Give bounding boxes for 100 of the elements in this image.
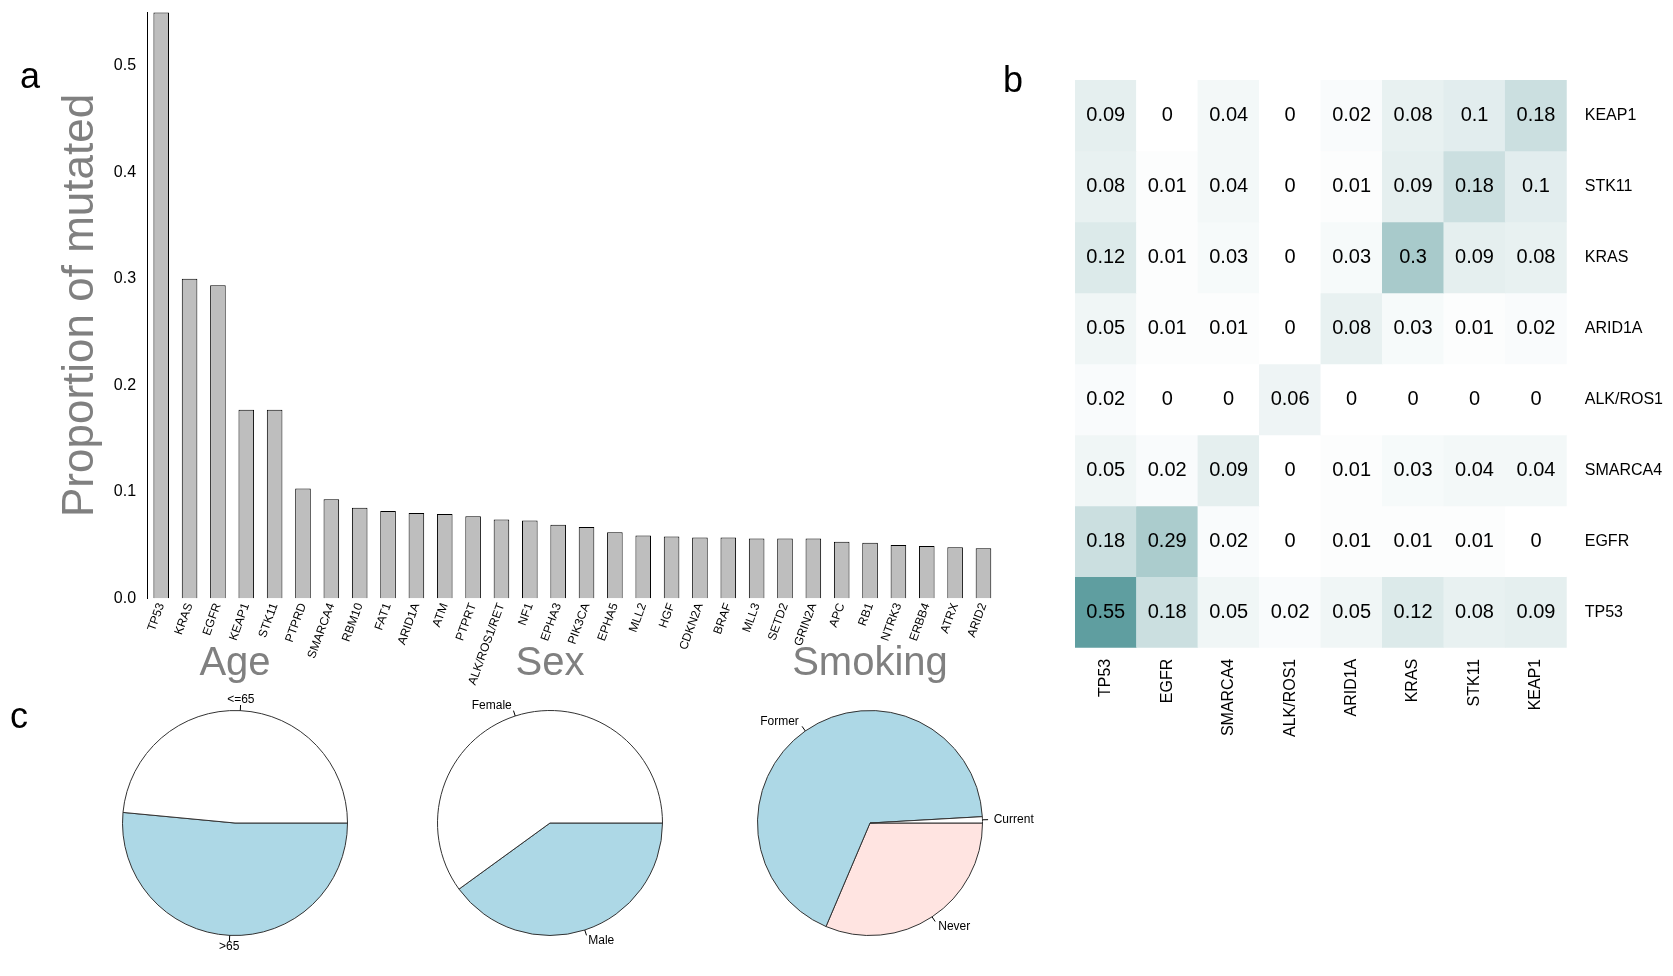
data-label: 0.01 — [1455, 315, 1495, 338]
data-label: 0.09 — [1086, 103, 1126, 125]
data-label: 0.04 — [1209, 173, 1249, 196]
data-label: 0.09 — [1393, 173, 1433, 196]
data-label: 0.08 — [1516, 244, 1556, 267]
data-label: 0 — [1346, 386, 1358, 409]
data-label: 0.18 — [1147, 599, 1187, 622]
data-label: 0.01 — [1147, 315, 1187, 338]
data-label: 0.05 — [1332, 599, 1372, 622]
x-tick-label: PTPRD — [281, 600, 310, 645]
text: a — [20, 55, 41, 96]
data-label: 0 — [1161, 386, 1173, 409]
data-label: 0 — [1407, 386, 1419, 409]
data-label: 0.1 — [1460, 103, 1489, 125]
data-label: 0.05 — [1086, 457, 1126, 480]
x-tick-label: NF1 — [514, 600, 536, 628]
text: b — [1003, 59, 1024, 100]
data-label: 0.3 — [1399, 244, 1427, 267]
data-label: 0.04 — [1516, 457, 1556, 480]
data-label: 0.08 — [1086, 173, 1126, 196]
y-tick-label: ALK/ROS1 — [1584, 389, 1664, 407]
data-label: 0.09 — [1209, 457, 1249, 480]
data-label: 0.02 — [1332, 103, 1372, 125]
x-tick-label: SETD2 — [764, 600, 792, 643]
x-tick-label: STK11 — [255, 600, 281, 640]
x-tick-label: KEAP1 — [1526, 658, 1544, 711]
data-label: 0.01 — [1455, 528, 1495, 551]
data-label: 0.01 — [1332, 528, 1372, 551]
data-label: 0.05 — [1209, 599, 1249, 622]
data-label: 0.18 — [1516, 103, 1556, 125]
data-label: 0 — [1284, 528, 1296, 551]
slice-label: Female — [471, 697, 513, 712]
data-label: 0.02 — [1209, 528, 1249, 551]
y-tick-label: KRAS — [1584, 247, 1629, 265]
y-axis-title: Proportion of mutated — [52, 93, 102, 517]
data-label: 0.01 — [1147, 244, 1187, 267]
data-label: 0 — [1284, 457, 1296, 480]
x-tick-label: MLL2 — [625, 600, 650, 635]
slice-label: Male — [588, 933, 615, 948]
x-tick-label: ALK/ROS1 — [1280, 658, 1298, 738]
data-label: 0.01 — [1147, 173, 1187, 196]
data-label: 0.03 — [1393, 457, 1433, 480]
y-tick-label: EGFR — [1584, 531, 1630, 549]
data-label: 0.01 — [1209, 315, 1249, 338]
data-label: 0.03 — [1209, 244, 1249, 267]
x-tick-label: KRAS — [171, 601, 196, 637]
x-tick-label: ERBB4 — [906, 600, 933, 643]
slice-label: <=65 — [227, 691, 255, 706]
data-label: 0.29 — [1147, 528, 1187, 551]
data-label: 0.08 — [1393, 103, 1433, 125]
data-label: 0.18 — [1086, 528, 1126, 551]
x-tick-label: ATRX — [937, 601, 962, 636]
data-label: 0 — [1284, 244, 1296, 267]
data-label: 0.03 — [1393, 315, 1433, 338]
data-label: 0 — [1530, 528, 1542, 551]
data-label: 0.55 — [1086, 599, 1126, 622]
slice-label: >65 — [218, 938, 240, 953]
data-label: 0.04 — [1209, 103, 1249, 125]
y-tick-label: 0.4 — [113, 162, 137, 180]
data-label: 0.03 — [1332, 244, 1372, 267]
data-label: 0.02 — [1270, 599, 1310, 622]
y-tick-label: ARID1A — [1584, 318, 1643, 336]
data-label: 0.09 — [1516, 599, 1556, 622]
y-tick-label: 0.2 — [113, 375, 137, 393]
x-tick-label: MLL3 — [739, 600, 763, 635]
x-tick-label: TP53 — [144, 600, 168, 633]
data-label: 0.06 — [1270, 386, 1310, 409]
data-label: 0.18 — [1455, 173, 1495, 196]
x-tick-label: ATM — [429, 601, 451, 629]
data-label: 0.01 — [1332, 173, 1372, 196]
x-tick-label: KRAS — [1403, 658, 1421, 703]
x-tick-label: RB1 — [854, 600, 877, 628]
data-label: 0 — [1284, 103, 1296, 125]
data-label: 0 — [1284, 315, 1296, 338]
x-tick-label: SMARCA4 — [1219, 658, 1237, 737]
slice-label: Former — [760, 714, 799, 729]
x-tick-label: STK11 — [1464, 658, 1482, 707]
x-tick-label: EGFR — [199, 600, 224, 638]
data-label: 0.04 — [1455, 457, 1495, 480]
data-label: 0 — [1530, 386, 1542, 409]
data-label: 0.12 — [1393, 599, 1433, 622]
data-label: 0.08 — [1455, 599, 1495, 622]
data-label: 0.02 — [1147, 457, 1187, 480]
data-label: 0.12 — [1086, 244, 1126, 267]
data-label: 0 — [1284, 173, 1296, 196]
x-tick-label: ARID1A — [1342, 658, 1360, 717]
x-tick-label: BRAF — [710, 601, 735, 636]
x-tick-label: FAT1 — [371, 600, 395, 632]
data-label: 0 — [1161, 103, 1173, 125]
data-label: 0.02 — [1516, 315, 1556, 338]
x-tick-label: TP53 — [1096, 658, 1114, 697]
x-tick-label: APC — [826, 600, 848, 630]
x-tick-label: EGFR — [1157, 658, 1175, 704]
data-label: 0 — [1223, 386, 1235, 409]
data-label: 0.01 — [1332, 457, 1372, 480]
y-tick-label: STK11 — [1584, 176, 1633, 194]
data-label: 0.01 — [1393, 528, 1433, 551]
y-tick-label: 0.1 — [113, 482, 137, 500]
data-label: 0.1 — [1522, 173, 1550, 196]
y-tick-label: 0.5 — [113, 56, 137, 74]
